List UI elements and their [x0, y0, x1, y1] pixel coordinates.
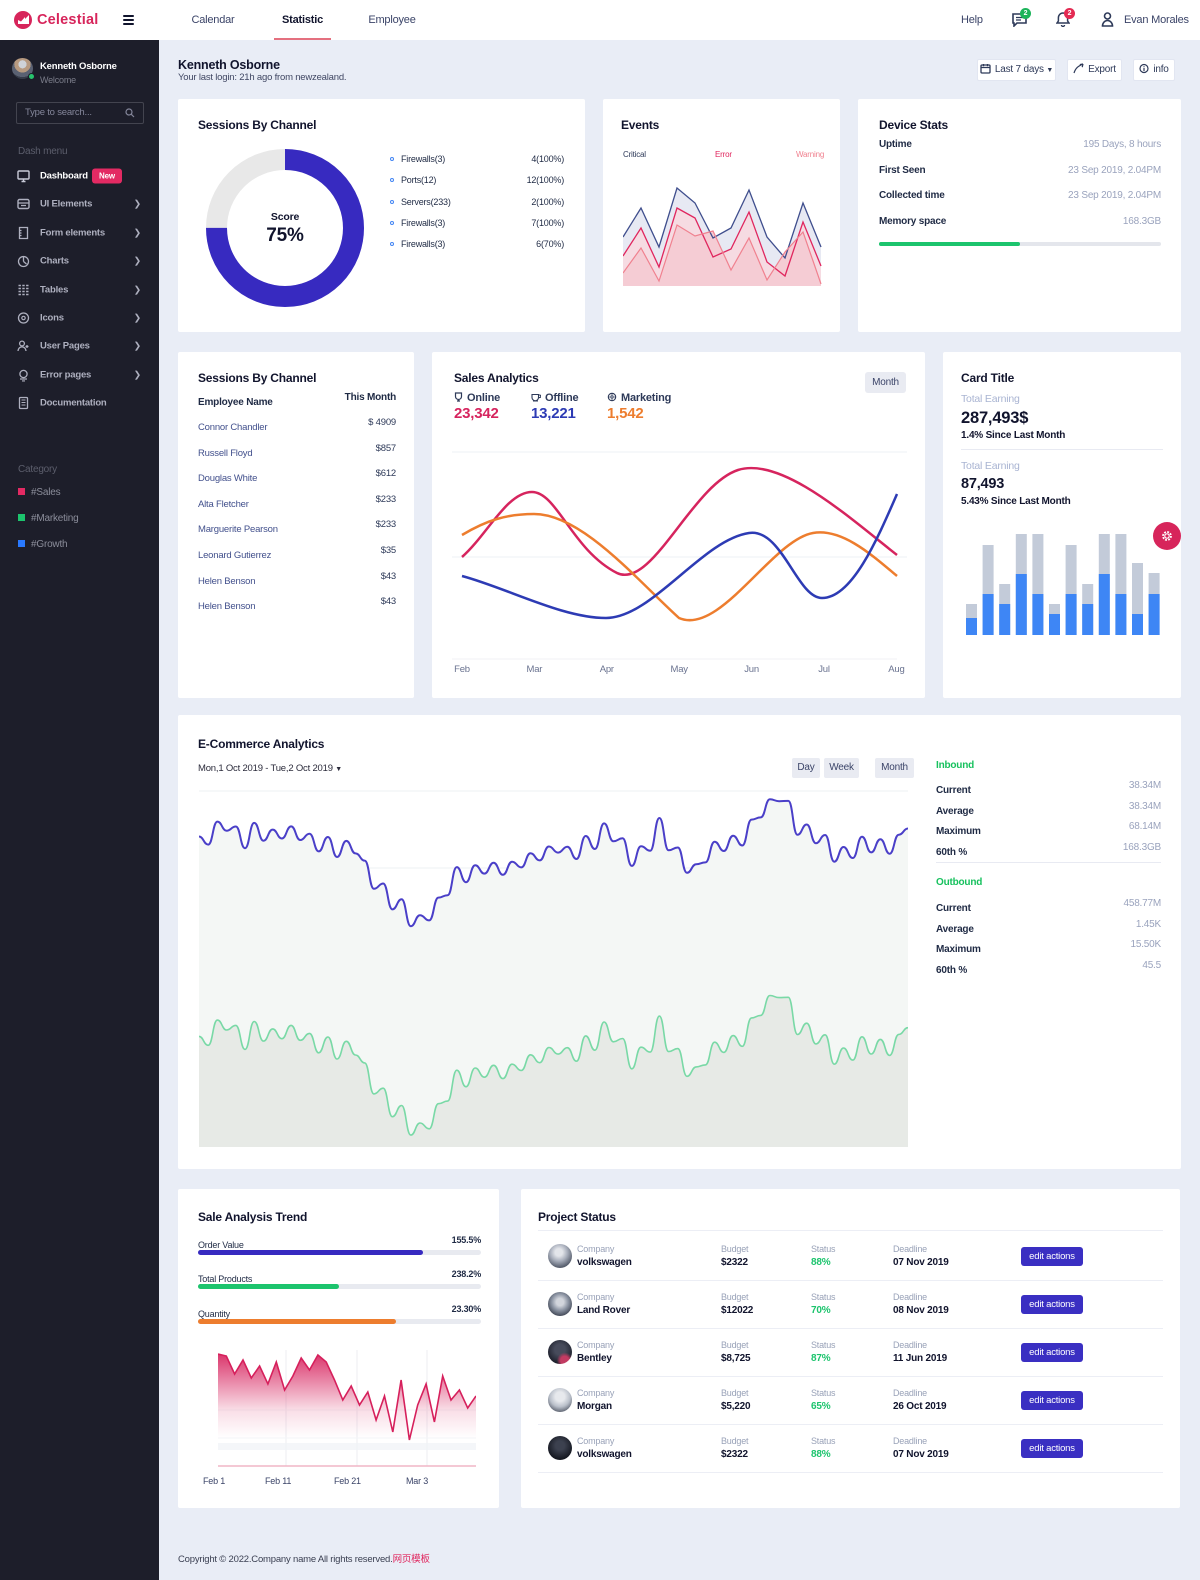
- svg-text:75%: 75%: [266, 225, 304, 246]
- svg-text:Score: Score: [271, 211, 300, 223]
